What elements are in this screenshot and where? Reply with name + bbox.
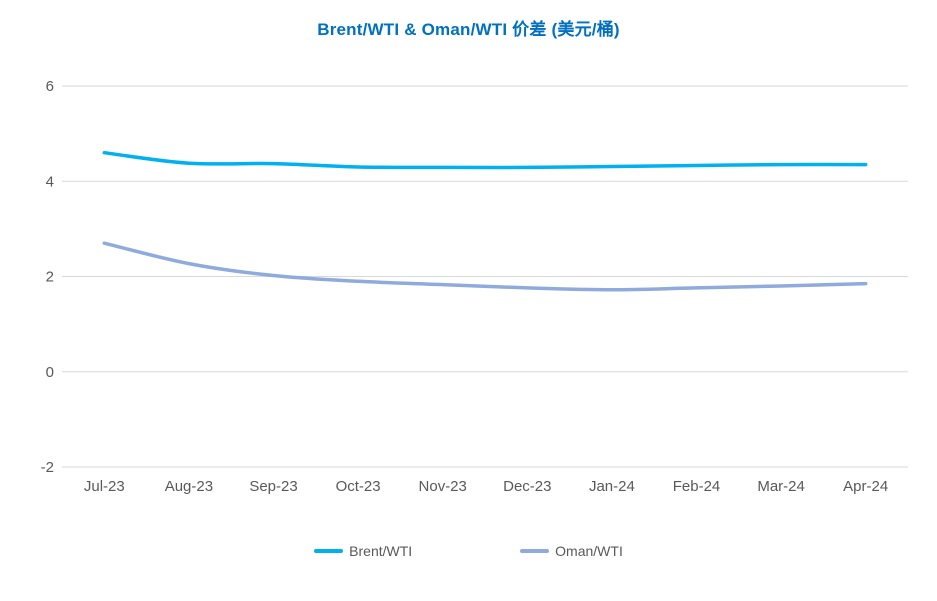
legend-item-oman: Oman/WTI [520, 543, 623, 559]
y-axis-tick-label: 6 [46, 78, 54, 95]
x-axis-tick-label: Feb-24 [673, 478, 721, 495]
y-axis-tick-label: 4 [46, 173, 54, 190]
x-axis-tick-label: Jan-24 [589, 478, 635, 495]
x-axis-tick-label: Aug-23 [165, 478, 213, 495]
chart-title: Brent/WTI & Oman/WTI 价差 (美元/桶) [317, 20, 620, 39]
oman-line-swatch [520, 549, 550, 553]
y-axis-tick-label: 0 [46, 364, 54, 381]
brent-series-line [102, 150, 868, 170]
chart-legend: Brent/WTI Oman/WTI [0, 543, 937, 559]
x-axis-tick-label: Mar-24 [757, 478, 805, 495]
x-axis-tick-label: Sep-23 [249, 478, 297, 495]
x-axis-tick-label: Apr-24 [843, 478, 888, 495]
x-axis-tick-label: Nov-23 [419, 478, 467, 495]
legend-label-brent: Brent/WTI [349, 543, 413, 559]
y-axis-tick-label: -2 [41, 459, 54, 476]
legend-item-brent: Brent/WTI [314, 543, 412, 559]
oman-series-line [102, 241, 868, 292]
x-axis-tick-label: Jul-23 [84, 478, 125, 495]
brent-line-swatch [314, 549, 344, 553]
x-axis-tick-label: Dec-23 [503, 478, 551, 495]
legend-label-oman: Oman/WTI [555, 543, 623, 559]
x-axis-tick-label: Oct-23 [336, 478, 381, 495]
y-axis-tick-label: 2 [46, 269, 54, 286]
